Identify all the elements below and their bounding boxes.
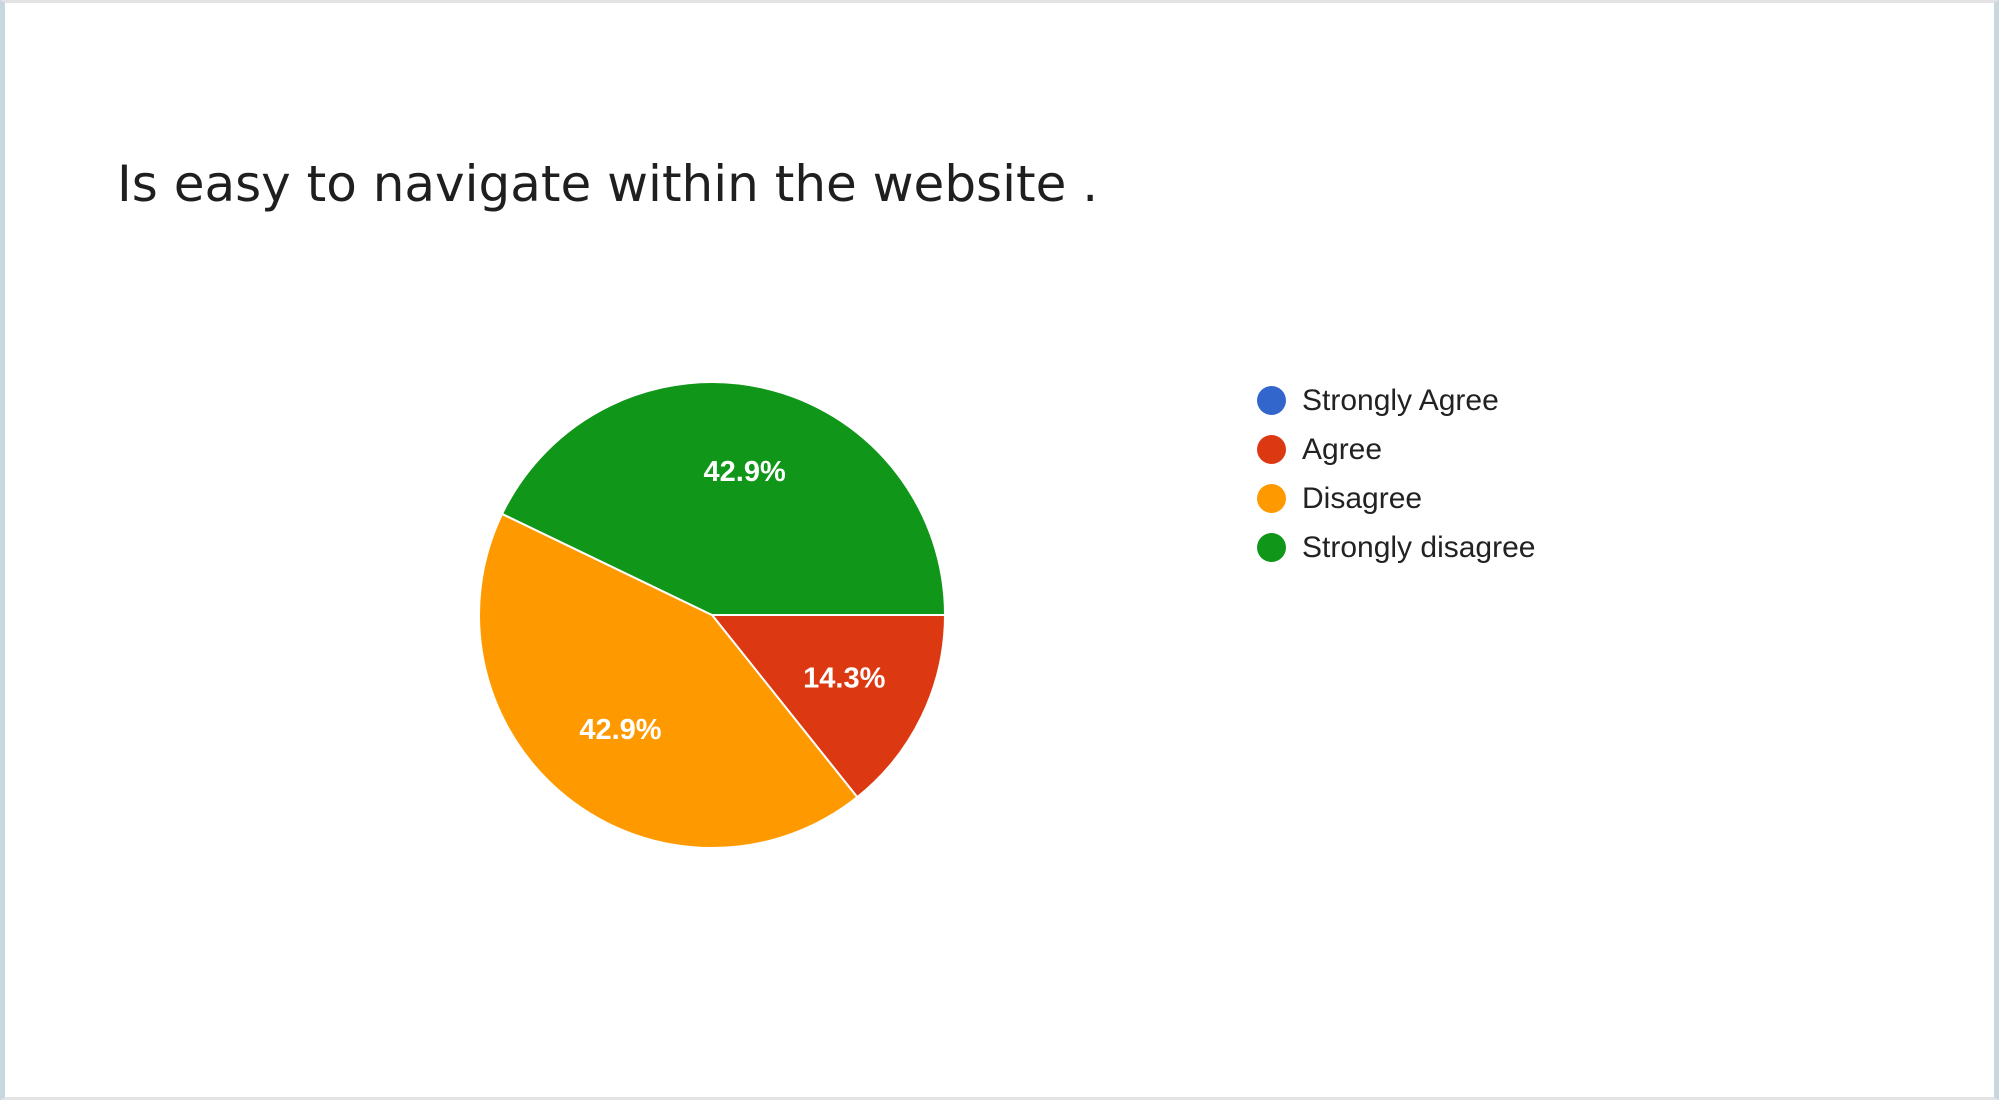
legend-swatch-strongly-disagree [1257,533,1286,562]
chart-legend: Strongly Agree Agree Disagree Strongly d… [1257,376,1535,572]
legend-label-strongly-disagree: Strongly disagree [1302,530,1536,564]
legend-item-disagree[interactable]: Disagree [1257,474,1535,523]
pie-slice-disagree[interactable] [478,512,859,849]
pie-chart: 14.3% 42.9% 42.9% [478,381,947,849]
legend-swatch-disagree [1257,484,1286,513]
legend-label-strongly-agree: Strongly Agree [1302,383,1499,417]
chart-title: Is easy to navigate within the website . [117,155,1099,213]
legend-label-agree: Agree [1302,432,1383,466]
legend-swatch-strongly-agree [1257,386,1286,415]
slice-label-agree: 14.3% [803,663,885,695]
legend-swatch-agree [1257,435,1286,464]
legend-item-strongly-agree[interactable]: Strongly Agree [1257,376,1535,425]
legend-item-strongly-disagree[interactable]: Strongly disagree [1257,523,1535,572]
slice-label-disagree: 42.9% [579,714,661,746]
legend-item-agree[interactable]: Agree [1257,425,1535,474]
pie-slice-strongly-disagree[interactable] [500,381,947,616]
legend-label-disagree: Disagree [1302,481,1423,515]
slice-label-strongly-disagree: 42.9% [704,456,786,488]
pie-slice-agree[interactable] [709,614,947,799]
